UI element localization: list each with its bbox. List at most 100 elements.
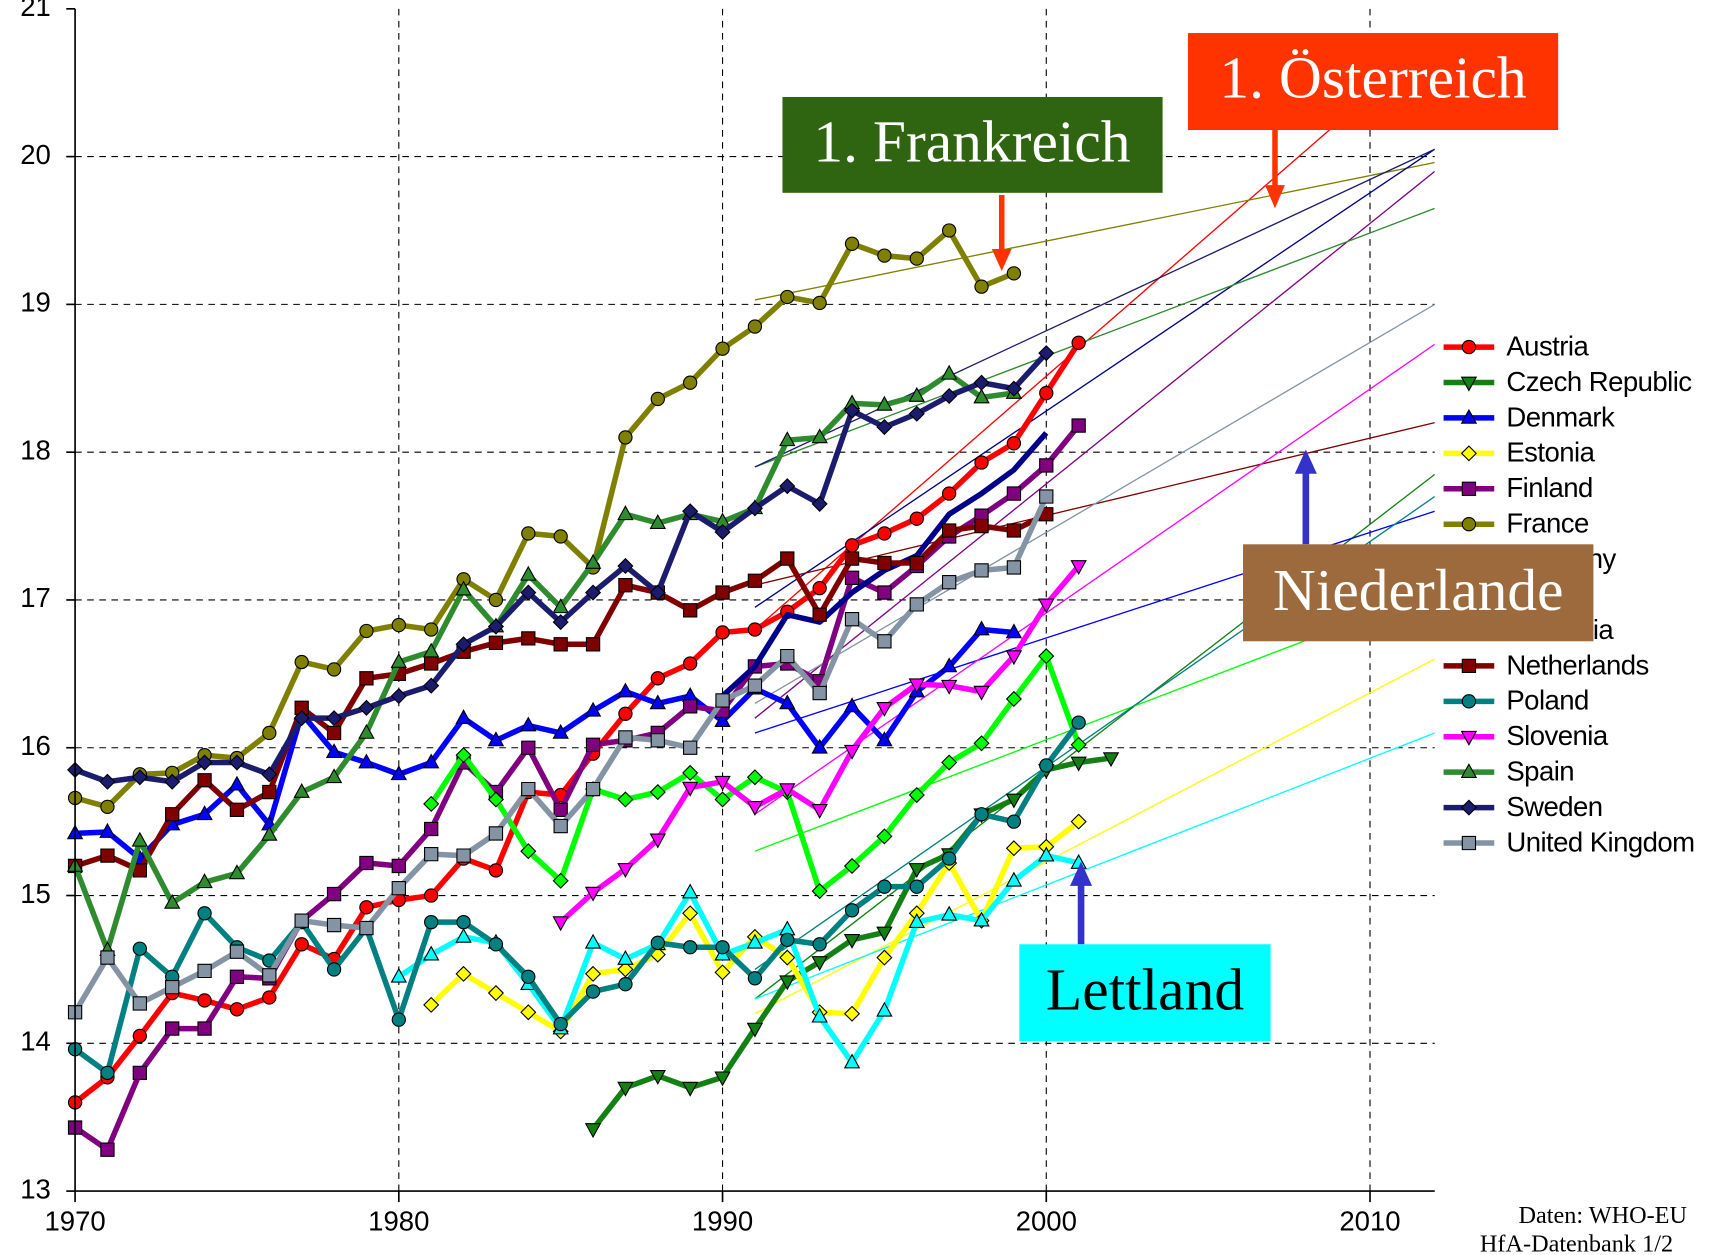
- legend-label: Spain: [1506, 756, 1574, 787]
- marker: [1005, 690, 1022, 708]
- marker: [229, 1002, 245, 1017]
- marker: [844, 236, 860, 251]
- y-tick-label: 13: [20, 1173, 51, 1204]
- marker: [391, 1012, 406, 1027]
- marker: [99, 773, 116, 790]
- annotation-text: 1. Österreich: [1219, 44, 1526, 110]
- legend-item: United Kingdom: [1443, 826, 1695, 857]
- marker: [746, 1022, 764, 1038]
- series: [720, 431, 1049, 699]
- marker: [1005, 623, 1023, 639]
- annotation-box: [782, 96, 1163, 193]
- marker: [1460, 763, 1478, 779]
- marker: [197, 1021, 212, 1036]
- marker: [455, 580, 472, 596]
- marker: [650, 671, 665, 686]
- marker: [746, 769, 763, 786]
- trend-line: [754, 732, 1435, 1000]
- marker: [617, 791, 634, 808]
- marker: [683, 740, 698, 755]
- marker: [584, 1123, 602, 1139]
- marker: [326, 962, 342, 977]
- marker: [909, 555, 924, 571]
- marker: [714, 964, 731, 981]
- marker: [552, 598, 569, 614]
- marker: [294, 913, 309, 928]
- marker: [1461, 835, 1477, 851]
- marker: [423, 996, 440, 1013]
- marker: [390, 652, 408, 668]
- marker: [747, 678, 763, 693]
- marker: [1005, 871, 1023, 887]
- marker: [228, 864, 246, 880]
- marker: [261, 825, 278, 841]
- marker: [100, 799, 115, 815]
- marker: [326, 710, 343, 727]
- marker: [521, 631, 536, 646]
- marker: [390, 967, 408, 983]
- marker: [1006, 814, 1022, 829]
- x-tick-label: 1990: [692, 1205, 753, 1236]
- marker: [811, 1007, 828, 1023]
- y-tick-label: 19: [20, 287, 51, 318]
- series-line: [74, 626, 1015, 862]
- legend-item: Slovenia: [1443, 720, 1609, 751]
- marker: [617, 961, 634, 978]
- marker: [908, 786, 925, 804]
- marker: [585, 637, 601, 652]
- marker: [877, 585, 892, 600]
- marker: [358, 699, 375, 716]
- annotations: 1. Frankreich 1. Österreich Niederlande …: [782, 33, 1594, 1042]
- marker: [1039, 385, 1054, 401]
- axes: 13 14 15 16 17 18 19 20 21 1970 1980 1990 2000 2010: [20, 0, 1435, 1236]
- marker: [424, 914, 439, 930]
- marker: [585, 737, 601, 752]
- y-tick-label: 15: [20, 878, 51, 909]
- marker: [747, 573, 763, 588]
- marker: [779, 949, 796, 966]
- marker: [811, 956, 828, 972]
- marker: [843, 934, 861, 949]
- marker: [165, 1021, 180, 1036]
- annotation-arrowhead: [1294, 449, 1317, 474]
- marker: [424, 622, 439, 637]
- marker: [1038, 345, 1055, 362]
- marker: [909, 597, 924, 612]
- marker: [424, 888, 439, 903]
- marker: [973, 685, 990, 701]
- marker: [940, 679, 958, 695]
- marker: [649, 833, 667, 849]
- marker: [326, 917, 342, 933]
- legend-label: Netherlands: [1506, 649, 1648, 680]
- marker: [165, 979, 180, 995]
- annotation-box: [1187, 33, 1559, 131]
- marker: [228, 775, 246, 791]
- marker: [520, 565, 537, 581]
- marker: [812, 580, 827, 596]
- marker: [617, 505, 634, 521]
- annotation-text: Lettland: [1046, 957, 1244, 1023]
- marker: [424, 846, 439, 862]
- legend-item: Spain: [1443, 756, 1575, 787]
- trend-line: [754, 148, 1435, 468]
- marker: [649, 1069, 667, 1085]
- marker: [812, 607, 827, 622]
- marker: [973, 620, 990, 636]
- marker: [1071, 335, 1086, 350]
- legend-label: Sweden: [1506, 791, 1602, 822]
- marker: [487, 791, 504, 808]
- marker: [521, 969, 536, 984]
- annotation-arrowhead: [991, 249, 1012, 272]
- marker: [422, 753, 440, 769]
- marker: [521, 526, 536, 541]
- marker: [876, 1001, 893, 1017]
- marker: [100, 1142, 115, 1157]
- marker: [552, 872, 569, 889]
- marker: [196, 805, 213, 821]
- legend-item: Czech Republic: [1443, 366, 1693, 397]
- marker: [811, 428, 828, 444]
- marker: [390, 765, 408, 781]
- marker: [974, 279, 989, 294]
- marker: [488, 863, 504, 878]
- marker: [455, 709, 472, 725]
